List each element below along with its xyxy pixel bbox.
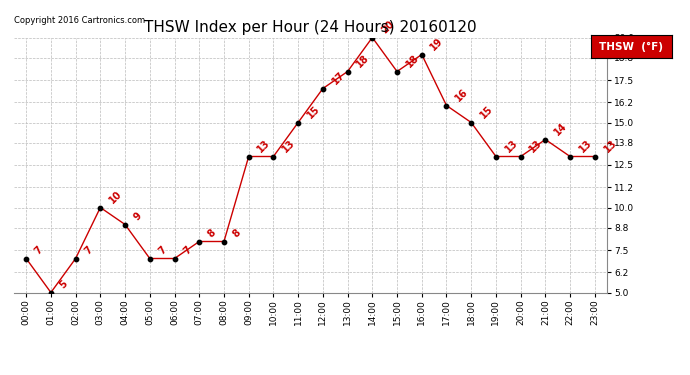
Text: 15: 15 xyxy=(478,104,495,120)
Text: 7: 7 xyxy=(157,244,168,256)
Point xyxy=(317,86,328,92)
Point xyxy=(515,153,526,159)
Title: THSW Index per Hour (24 Hours) 20160120: THSW Index per Hour (24 Hours) 20160120 xyxy=(144,20,477,35)
Point xyxy=(144,255,155,261)
Text: 7: 7 xyxy=(83,244,95,256)
Point xyxy=(540,136,551,142)
Point xyxy=(391,69,402,75)
Point xyxy=(70,255,81,261)
Text: 18: 18 xyxy=(355,53,371,69)
Text: 8: 8 xyxy=(206,227,218,239)
Text: 7: 7 xyxy=(33,244,45,256)
Point xyxy=(589,153,600,159)
Point xyxy=(219,238,230,244)
Text: 13: 13 xyxy=(280,138,297,154)
Text: 15: 15 xyxy=(305,104,322,120)
Text: 13: 13 xyxy=(255,138,273,154)
Point xyxy=(367,34,378,40)
Point xyxy=(95,204,106,210)
Point xyxy=(268,153,279,159)
Text: Copyright 2016 Cartronics.com: Copyright 2016 Cartronics.com xyxy=(14,16,145,25)
Point xyxy=(293,120,304,126)
Text: 10: 10 xyxy=(107,189,124,206)
Text: 20: 20 xyxy=(380,19,396,35)
Point xyxy=(21,255,32,261)
Text: 13: 13 xyxy=(602,138,618,154)
Text: 18: 18 xyxy=(404,53,421,69)
Point xyxy=(416,51,427,57)
Point xyxy=(243,153,254,159)
Text: 17: 17 xyxy=(330,70,346,86)
Text: 19: 19 xyxy=(428,36,445,52)
Text: 8: 8 xyxy=(231,227,243,239)
Point xyxy=(46,290,57,296)
Point xyxy=(342,69,353,75)
Point xyxy=(466,120,477,126)
Point xyxy=(169,255,180,261)
Text: THSW  (°F): THSW (°F) xyxy=(600,42,663,51)
Point xyxy=(491,153,502,159)
Text: 7: 7 xyxy=(181,244,193,256)
Text: 14: 14 xyxy=(552,121,569,137)
Text: 13: 13 xyxy=(503,138,520,154)
Point xyxy=(119,222,130,228)
Text: 16: 16 xyxy=(453,87,470,104)
Point xyxy=(194,238,205,244)
Text: 5: 5 xyxy=(58,279,70,290)
Point xyxy=(441,102,452,108)
Text: 13: 13 xyxy=(577,138,593,154)
Text: 13: 13 xyxy=(528,138,544,154)
Point xyxy=(564,153,575,159)
Text: 9: 9 xyxy=(132,210,144,222)
